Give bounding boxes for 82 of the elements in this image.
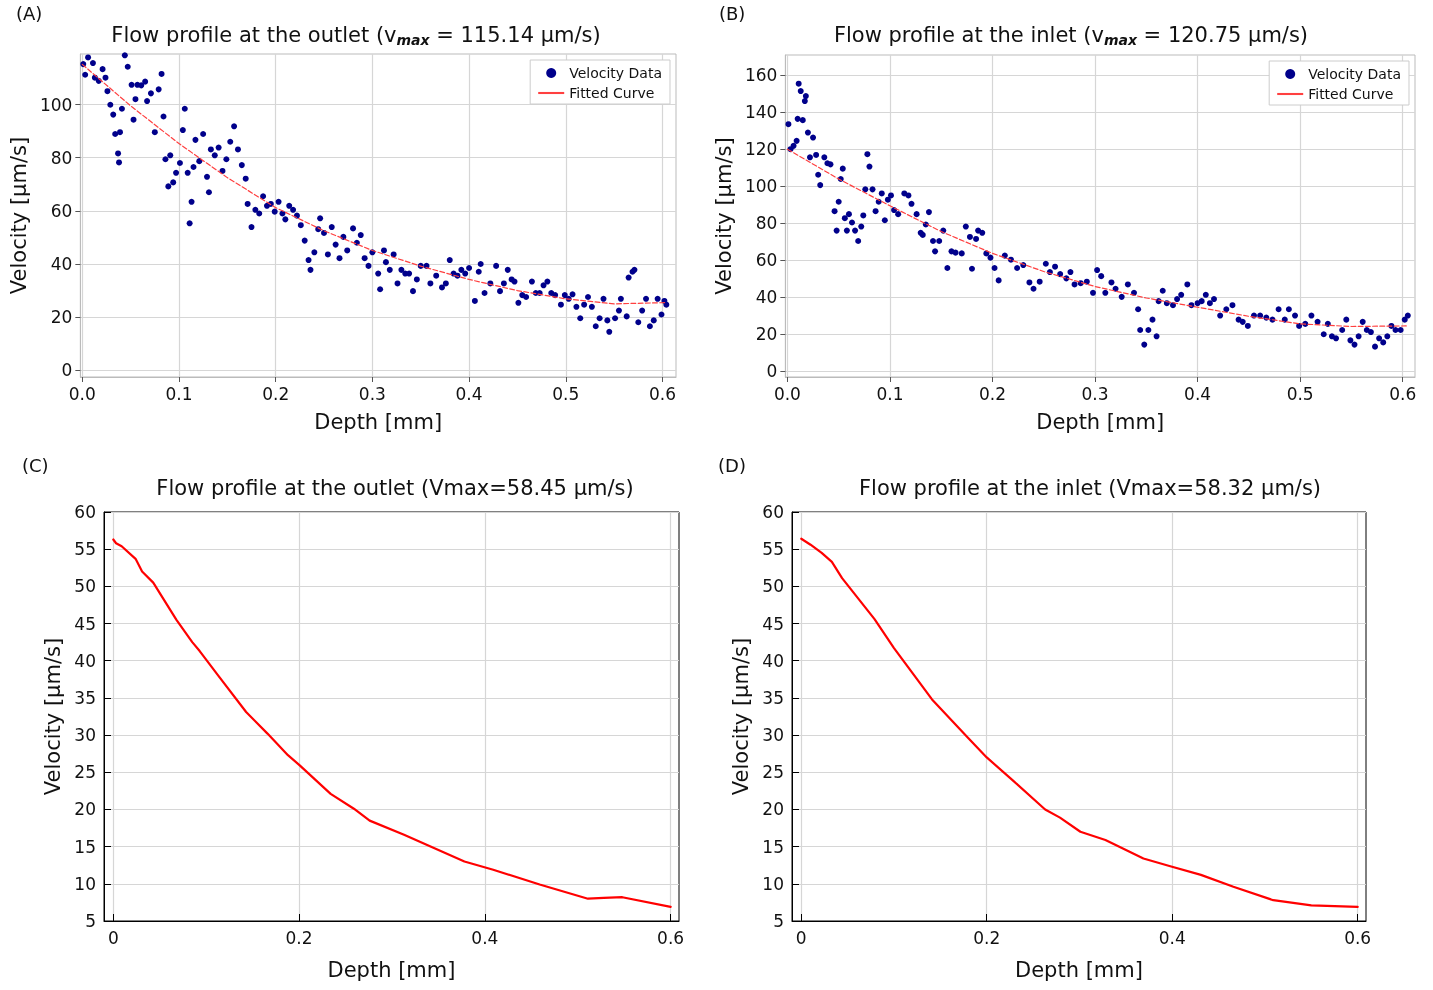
y-tick-label: 140 [744, 102, 778, 123]
y-tick-label: 20 [50, 307, 73, 328]
text: (D) [718, 454, 746, 476]
x-tick-label: 0.1 [876, 383, 904, 404]
x-tick-label: 0.4 [1158, 927, 1186, 948]
legend-label: Fitted Curve [1308, 86, 1394, 102]
y-tick-label: 40 [74, 650, 96, 671]
y-tick-label: 80 [755, 213, 778, 234]
chart-title: Flow profile at the inlet (Vmax=58.32 μm/s) [858, 475, 1322, 500]
y-tick-label: 20 [755, 324, 778, 345]
x-tick-label: 0.2 [978, 383, 1007, 404]
y-tick-label: 40 [50, 254, 73, 275]
y-tick-label: 50 [762, 576, 784, 597]
y-tick-label: 20 [762, 799, 784, 820]
x-tick-label: 0.2 [285, 927, 313, 948]
y-tick-label: 25 [762, 762, 784, 783]
text: (B) [719, 2, 746, 24]
x-tick-label: 0.2 [262, 383, 290, 404]
y-tick-label: 80 [50, 147, 73, 168]
x-tick-label: 0.6 [657, 927, 685, 948]
legend-label: Velocity Data [569, 65, 663, 81]
x-tick-label: 0.6 [1344, 927, 1372, 948]
y-tick-label: 15 [762, 836, 784, 857]
y-tick-label: 50 [74, 576, 96, 597]
y-tick-label: 45 [762, 613, 784, 634]
x-tick-label: 0.1 [165, 383, 193, 404]
y-axis-title: Velocity [μm/s] [40, 637, 65, 796]
y-tick-label: 15 [74, 836, 96, 857]
y-axis-title: Velocity [μm/s] [711, 137, 736, 295]
x-tick-label: 0.2 [973, 927, 1001, 948]
legend-label: Fitted Curve [569, 85, 655, 101]
y-axis-title: Velocity [μm/s] [728, 637, 753, 796]
y-tick-label: 35 [74, 687, 96, 708]
x-tick-label: 0.3 [358, 383, 386, 404]
x-tick-label: 0 [107, 927, 119, 948]
x-tick-label: 0 [795, 927, 807, 948]
y-tick-label: 55 [762, 539, 784, 560]
y-tick-label: 100 [744, 176, 778, 197]
y-tick-label: 30 [762, 725, 784, 746]
y-tick-label: 5 [773, 911, 784, 931]
y-tick-label: 100 [39, 94, 73, 115]
x-axis-title: Depth [mm] [1036, 409, 1165, 434]
chart-title: Flow profile at the outlet (Vmax=58.45 μm/s) [156, 475, 634, 500]
x-tick-label: 0.4 [471, 927, 499, 948]
x-tick-label: 0.6 [1389, 383, 1417, 404]
line-series [112, 538, 672, 908]
x-tick-label: 0.6 [648, 383, 676, 404]
x-tick-label: 0.0 [773, 383, 801, 404]
x-axis-title: Depth [mm] [327, 957, 456, 982]
y-axis-title: Velocity [μm/s] [6, 136, 31, 295]
x-tick-label: 0.4 [455, 383, 483, 404]
y-tick-label: 45 [74, 613, 96, 634]
x-tick-label: 0.5 [1286, 383, 1314, 404]
y-tick-label: 60 [762, 502, 784, 522]
x-tick-label: 0.4 [1184, 383, 1212, 404]
line-series [800, 537, 1359, 908]
y-tick-label: 40 [755, 287, 778, 308]
x-axis-title: Depth [mm] [314, 409, 443, 434]
y-tick-label: 0 [766, 361, 778, 382]
y-tick-label: 60 [50, 200, 73, 221]
x-tick-label: 0.5 [552, 383, 580, 404]
x-axis-title: Depth [mm] [1015, 957, 1143, 982]
y-tick-label: 0 [61, 360, 73, 381]
y-tick-label: 10 [74, 873, 96, 894]
line-series [786, 148, 1409, 328]
y-tick-label: 40 [762, 650, 784, 671]
y-tick-label: 20 [74, 799, 96, 820]
text: (C) [22, 454, 49, 476]
legend-label: Velocity Data [1308, 66, 1402, 82]
y-tick-label: 10 [762, 873, 784, 894]
y-tick-label: 25 [74, 762, 96, 783]
y-tick-label: 5 [85, 911, 96, 931]
y-tick-label: 120 [744, 139, 778, 160]
x-tick-label: 0.0 [68, 383, 96, 404]
y-tick-label: 30 [74, 725, 96, 746]
y-tick-label: 60 [755, 250, 778, 271]
x-tick-label: 0.3 [1081, 383, 1109, 404]
text: (A) [16, 2, 43, 24]
y-tick-label: 160 [744, 65, 778, 86]
y-tick-label: 55 [74, 539, 96, 560]
y-tick-label: 35 [762, 687, 784, 708]
y-tick-label: 60 [74, 502, 96, 522]
